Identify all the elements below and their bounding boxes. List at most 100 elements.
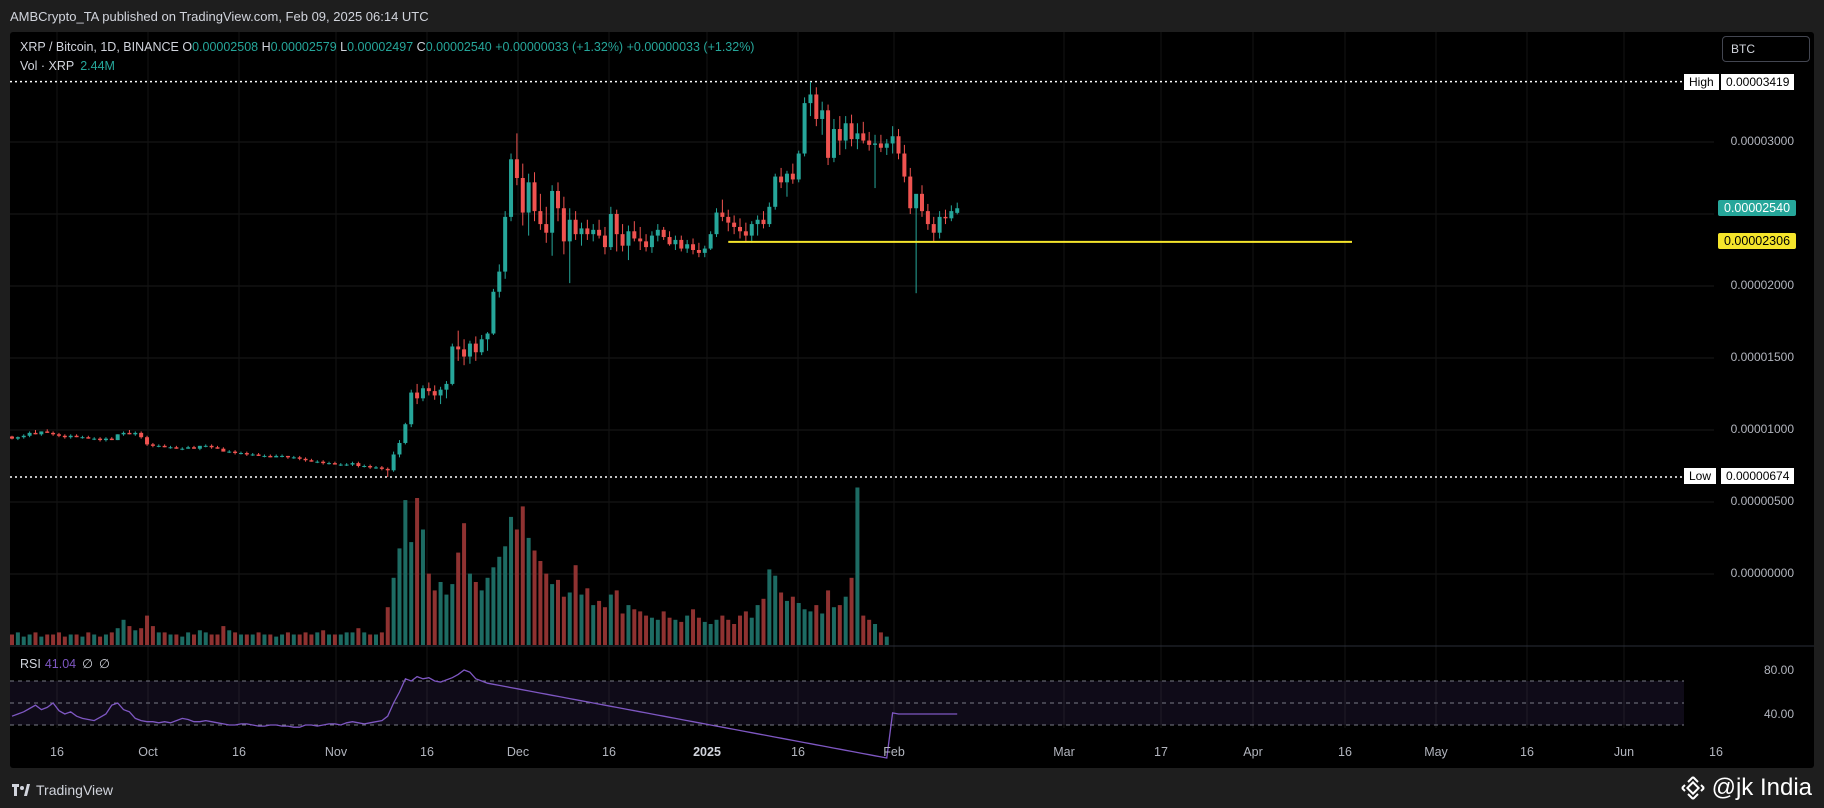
candle-body — [726, 216, 731, 223]
candle-body — [503, 216, 508, 272]
volume-bar — [209, 634, 214, 645]
candle-body — [27, 432, 32, 436]
volume-bar — [397, 548, 402, 645]
candle-body — [784, 173, 789, 183]
candle-body — [344, 464, 349, 466]
volume-bar — [133, 630, 138, 645]
volume-bar — [68, 634, 73, 645]
volume-bar — [814, 605, 819, 645]
candle-body — [438, 389, 443, 396]
change-value-2: +0.00000033 (+1.32%) — [626, 40, 755, 54]
volume-bar — [450, 584, 455, 645]
candle-body — [649, 235, 654, 248]
candle-body — [497, 271, 502, 292]
candle-body — [485, 333, 490, 340]
candle-body — [368, 466, 373, 468]
candle-body — [98, 438, 103, 441]
volume-bar — [203, 632, 208, 645]
candle-body — [280, 455, 285, 457]
volume-bar — [685, 615, 690, 645]
volume-bar — [550, 584, 555, 645]
candle-body — [168, 447, 173, 449]
volume-bar — [749, 617, 754, 645]
volume-bar — [262, 634, 267, 645]
candle-body — [614, 214, 619, 235]
volume-bar — [708, 624, 713, 645]
volume-bar — [591, 605, 596, 645]
volume-bar — [51, 634, 56, 645]
volume-bar — [391, 577, 396, 645]
volume-bar — [767, 569, 772, 645]
rsi-line — [11, 669, 958, 759]
time-label: 16 — [602, 745, 616, 759]
volume-bar — [667, 617, 672, 645]
open-value: 0.00002508 — [192, 40, 259, 54]
volume-bar — [714, 619, 719, 645]
candle-body — [56, 434, 61, 436]
candle-body — [573, 219, 578, 235]
candle-body — [532, 182, 537, 212]
volume-bar — [732, 624, 737, 645]
candle-body — [561, 208, 566, 242]
volume-bar — [56, 632, 61, 645]
candle-body — [197, 445, 202, 449]
publish-header: AMBCrypto_TA published on TradingView.co… — [0, 0, 1824, 32]
candle-body — [902, 153, 907, 177]
price-label: 0.00001000 — [1730, 422, 1794, 436]
candle-body — [790, 173, 795, 180]
candle-body — [139, 432, 144, 438]
volume-bar — [432, 590, 437, 645]
currency-button[interactable]: BTC — [1722, 36, 1810, 62]
volume-bar — [103, 634, 108, 645]
candle-body — [192, 447, 196, 449]
volume-bar — [315, 632, 320, 645]
volume-bar — [520, 506, 525, 645]
volume-bar — [561, 596, 566, 645]
volume-bar — [145, 615, 150, 645]
volume-bar — [790, 596, 795, 645]
candle-body — [33, 432, 38, 435]
volume-bar — [585, 588, 590, 645]
candle-body — [749, 224, 754, 236]
volume-bar — [632, 609, 637, 645]
candle-body — [479, 339, 484, 353]
candle-body — [186, 447, 191, 449]
open-label: O — [182, 40, 193, 54]
volume-bar — [620, 613, 625, 645]
time-label: 16 — [50, 745, 64, 759]
volume-bar — [491, 567, 496, 645]
volume-bar — [655, 619, 660, 645]
candle-body — [45, 431, 50, 433]
candle-body — [691, 244, 696, 250]
candle-body — [127, 432, 132, 435]
candle-body — [620, 234, 625, 246]
volume-bar — [168, 634, 173, 645]
candle-body — [867, 140, 872, 145]
volume-bar — [109, 632, 114, 645]
volume-bar — [303, 632, 308, 645]
candle-body — [92, 438, 97, 440]
footer-bar: TradingView — [0, 772, 1824, 808]
volume-bar — [837, 605, 842, 645]
candle-body — [550, 190, 555, 233]
price-label: 0.00002000 — [1730, 278, 1794, 292]
candle-body — [356, 463, 361, 466]
candle-body — [285, 455, 290, 458]
tradingview-logo[interactable]: TradingView — [12, 782, 113, 798]
candle-body — [103, 438, 108, 441]
candle-body — [843, 123, 848, 141]
low-value: 0.00002497 — [347, 40, 414, 54]
volume-bar — [597, 600, 602, 645]
candle-body — [238, 453, 243, 455]
candle-body — [462, 349, 467, 357]
rsi-scale-label: 80.00 — [1763, 663, 1794, 677]
volume-bar — [150, 626, 155, 645]
candle-body — [908, 176, 913, 209]
time-label-year: 2025 — [693, 745, 721, 759]
volume-bar — [409, 542, 414, 645]
volume-bar — [62, 636, 67, 645]
volume-bar — [784, 600, 789, 645]
chart-area[interactable] — [10, 32, 1814, 768]
volume-bar — [98, 636, 103, 645]
